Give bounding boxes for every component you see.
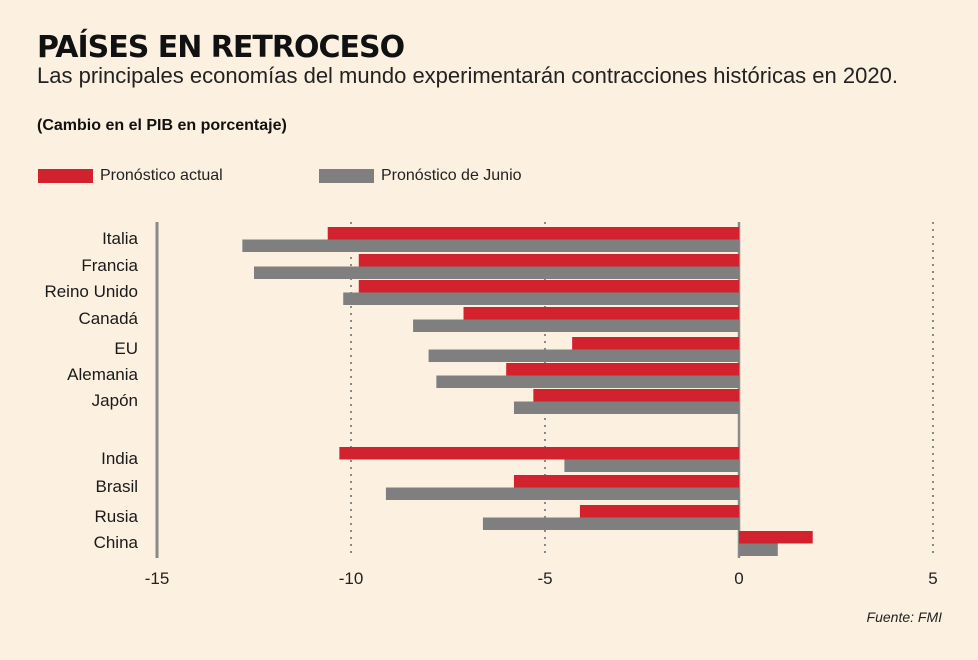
category-label: Rusia	[95, 507, 139, 526]
bar-june	[413, 319, 739, 332]
legend-label-actual: Pronóstico actual	[100, 167, 223, 184]
legend-item-actual: Pronóstico actual	[38, 167, 223, 185]
chart-title: PAÍSES EN RETROCESO	[37, 30, 405, 65]
legend-label-june: Pronóstico de Junio	[381, 167, 522, 184]
category-label: Francia	[81, 256, 138, 275]
chart-subtitle: Las principales economías del mundo expe…	[37, 63, 898, 88]
category-label: India	[101, 449, 138, 468]
bar-june	[428, 349, 739, 362]
legend-swatch-june	[319, 169, 374, 183]
bar-actual	[358, 254, 739, 267]
category-label: Brasil	[95, 477, 138, 496]
bar-chart: -15 -10 -5 0 5 Italia Francia Reino Unido Canadá…	[44, 222, 938, 588]
x-tick-label: -15	[145, 569, 170, 588]
bar-june	[343, 292, 739, 305]
bar-actual	[463, 307, 739, 320]
category-label: Reino Unido	[44, 282, 138, 301]
bar-june	[436, 375, 739, 388]
units-note: (Cambio en el PIB en porcentaje)	[37, 117, 287, 134]
category-label: Japón	[92, 391, 138, 410]
x-tick-label: 0	[734, 569, 743, 588]
category-label: Canadá	[78, 309, 138, 328]
bar-actual	[572, 337, 739, 350]
bar-actual	[579, 505, 739, 518]
bar-june	[564, 459, 739, 472]
bar-june	[513, 401, 739, 414]
bar-actual	[358, 280, 739, 293]
category-label: China	[94, 533, 139, 552]
bar-actual	[739, 531, 813, 544]
bar-june	[242, 239, 740, 252]
category-label: Alemania	[67, 365, 138, 384]
x-tick-label: 5	[928, 569, 937, 588]
category-label: Italia	[102, 229, 138, 248]
bar-actual	[327, 227, 739, 240]
bar-june	[385, 487, 739, 500]
bar-actual	[513, 475, 739, 488]
bar-june	[482, 517, 739, 530]
bar-actual	[339, 447, 739, 460]
x-tick-label: -5	[537, 569, 552, 588]
x-tick-label: -10	[339, 569, 364, 588]
legend-swatch-actual	[38, 169, 93, 183]
bar-june	[739, 543, 778, 556]
bar-actual	[533, 389, 739, 402]
category-label: EU	[114, 339, 138, 358]
legend-item-june: Pronóstico de Junio	[319, 167, 522, 185]
bar-june	[254, 266, 739, 279]
source-note: Fuente: FMI	[866, 609, 942, 625]
bar-actual	[506, 363, 739, 376]
